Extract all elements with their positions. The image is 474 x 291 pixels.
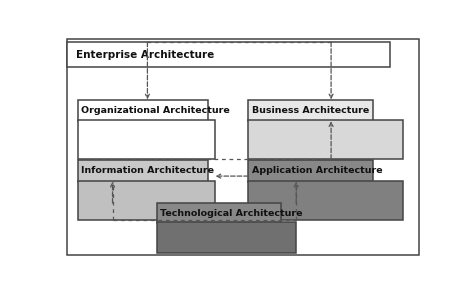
Bar <box>248 180 403 220</box>
Text: Information Architecture: Information Architecture <box>82 166 214 175</box>
Bar <box>156 222 296 253</box>
Text: Technological Architecture: Technological Architecture <box>160 209 303 218</box>
Bar <box>248 120 403 159</box>
Text: Application Architecture: Application Architecture <box>252 166 383 175</box>
Bar <box>78 100 208 121</box>
Bar <box>78 180 215 220</box>
Bar <box>78 160 208 182</box>
Text: Business Architecture: Business Architecture <box>252 106 369 115</box>
Bar <box>66 42 390 68</box>
Text: Enterprise Architecture: Enterprise Architecture <box>76 50 214 60</box>
Text: Organizational Architecture: Organizational Architecture <box>82 106 230 115</box>
Bar <box>248 160 374 182</box>
Bar <box>248 100 374 121</box>
Bar <box>78 120 215 159</box>
Bar <box>156 203 282 223</box>
